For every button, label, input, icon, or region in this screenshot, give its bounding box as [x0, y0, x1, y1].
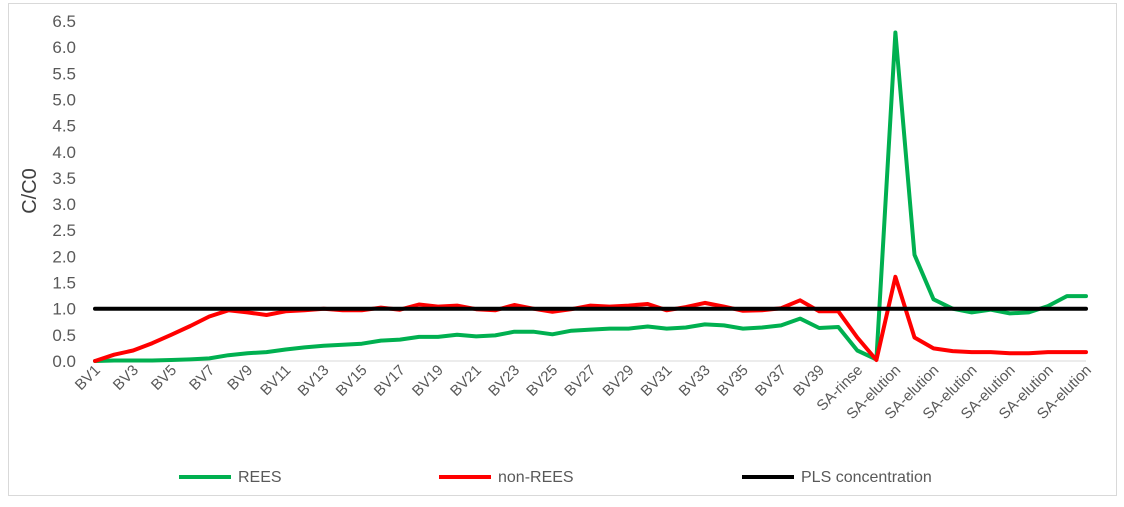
x-tick-label: BV15	[333, 362, 371, 400]
x-tick-label: BV9	[224, 362, 256, 394]
y-tick-label: 1.0	[52, 300, 76, 319]
series-line-1	[93, 274, 1088, 363]
y-tick-label: 6.5	[52, 12, 76, 31]
series-layer	[93, 30, 1088, 363]
x-tick-label: BV5	[148, 362, 180, 394]
y-axis-title: C/C0	[19, 168, 41, 214]
series-line-0	[93, 30, 1088, 363]
x-tick-label: BV31	[638, 362, 676, 400]
y-tick-label: 5.5	[52, 64, 76, 83]
line-chart: 0.0 0.5 1.0 1.5 2.0 2.5 3.0 3.5 4.0 4.5 5.0 5.5 6.0 6…	[19, 12, 1095, 486]
x-tick-label: BV23	[485, 362, 523, 400]
y-tick-label: 1.5	[52, 274, 76, 293]
x-tick-label: BV25	[523, 362, 561, 400]
x-tick-label: BV13	[295, 362, 333, 400]
y-tick-label: 2.0	[52, 247, 76, 266]
y-tick-label: 4.5	[52, 117, 76, 136]
chart-area: 0.0 0.5 1.0 1.5 2.0 2.5 3.0 3.5 4.0 4.5 5.0 5.5 6.0 6…	[8, 3, 1117, 496]
y-tick-label: 5.0	[52, 90, 76, 109]
y-tick-label: 3.0	[52, 195, 76, 214]
legend-label-2: PLS concentration	[801, 469, 932, 486]
legend: REES non-REES PLS concentration	[179, 469, 932, 486]
y-tick-label: 0.0	[52, 352, 76, 371]
x-tick-label: BV37	[752, 362, 790, 400]
x-axis: BV1 BV3 BV5 BV7 BV9 BV11 BV13 BV15 BV17 BV19 BV21 B…	[72, 360, 1095, 423]
x-tick-label: BV7	[186, 362, 218, 394]
x-tick-label: BV19	[409, 362, 447, 400]
x-tick-label: BV21	[447, 362, 485, 400]
x-tick-label: BV33	[676, 362, 714, 400]
y-axis: 0.0 0.5 1.0 1.5 2.0 2.5 3.0 3.5 4.0 4.5 5.0 5.5 6.0 6…	[52, 12, 76, 371]
y-tick-label: 6.0	[52, 38, 76, 57]
x-tick-label: BV1	[72, 362, 104, 394]
y-tick-label: 4.0	[52, 143, 76, 162]
y-tick-label: 0.5	[52, 326, 76, 345]
x-tick-label: BV29	[599, 362, 637, 400]
legend-label-0: REES	[238, 469, 282, 486]
y-tick-label: 2.5	[52, 221, 76, 240]
x-tick-label: BV35	[714, 362, 752, 400]
x-tick-label: BV11	[257, 362, 294, 399]
y-tick-label: 3.5	[52, 169, 76, 188]
x-tick-label: BV3	[110, 362, 142, 394]
x-tick-label: BV27	[561, 362, 599, 400]
x-tick-label: BV17	[371, 362, 409, 400]
legend-label-1: non-REES	[498, 469, 574, 486]
